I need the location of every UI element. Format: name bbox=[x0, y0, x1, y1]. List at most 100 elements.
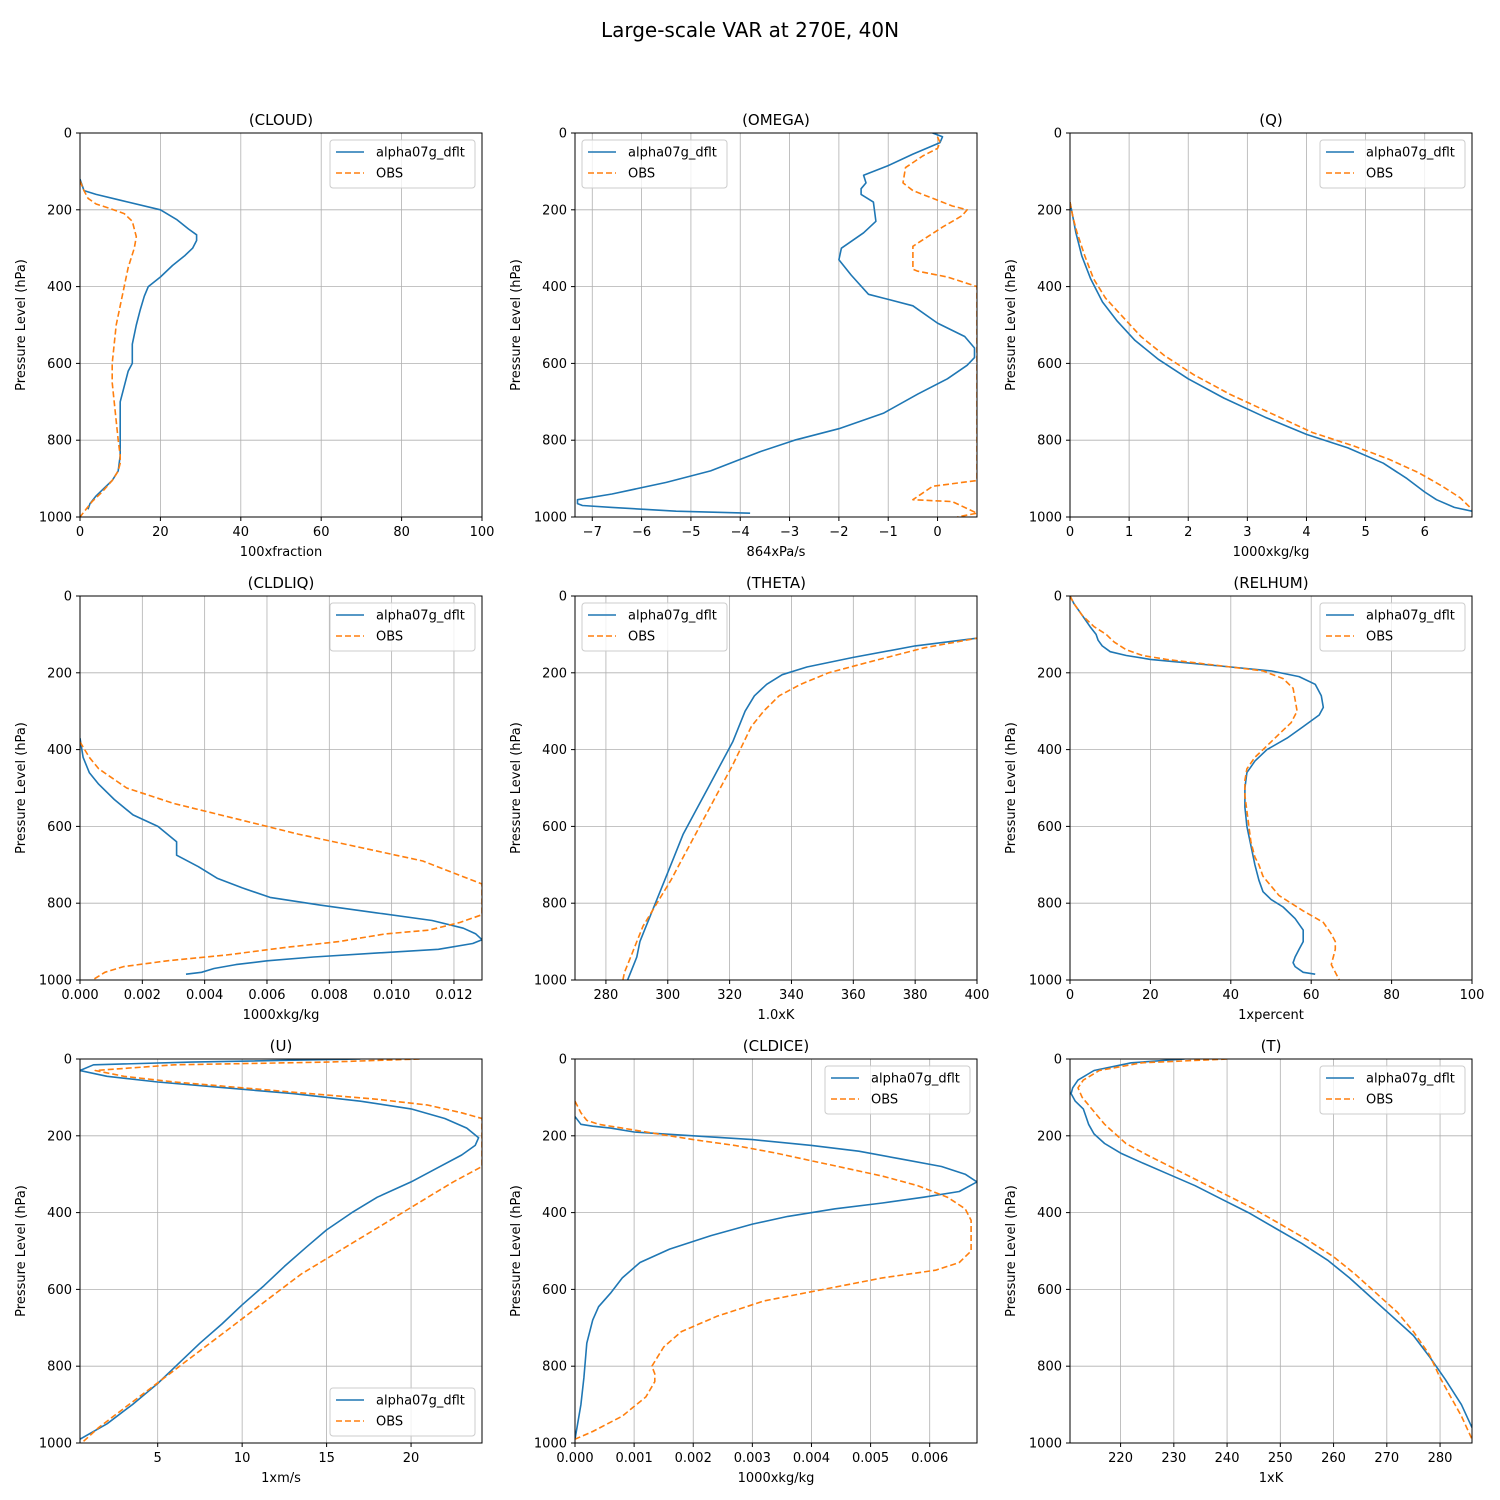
y-tick-label: 1000 bbox=[534, 974, 567, 989]
x-tick-label: 0.012 bbox=[435, 988, 472, 1003]
y-tick-label: 200 bbox=[47, 666, 72, 681]
x-tick-label: 2 bbox=[1184, 525, 1192, 540]
x-tick-label: 0.008 bbox=[311, 988, 348, 1003]
panel-title: (T) bbox=[1261, 1037, 1282, 1055]
legend-box bbox=[329, 602, 476, 652]
panel-u: 5 10 15 2002004006008001000(U)1xm/sPressure… bbox=[14, 1037, 483, 1486]
x-tick-label: −6 bbox=[632, 525, 651, 540]
x-tick-label: 100 bbox=[470, 525, 495, 540]
legend: alpha07g_dflt OBS bbox=[329, 602, 476, 652]
y-tick-label: 200 bbox=[1037, 203, 1062, 218]
legend: alpha07g_dflt OBS bbox=[1319, 602, 1466, 652]
y-axis-label: Pressure Level (hPa) bbox=[14, 1185, 29, 1317]
obs-line bbox=[575, 1100, 972, 1440]
series-lines bbox=[80, 1059, 482, 1443]
panel-omega: −7 −6 −5 −4 −3 −2 −1 0 0 200 400 600 800 1000 (OMEGA) 8… bbox=[509, 111, 978, 560]
y-tick-label: 800 bbox=[1037, 897, 1062, 912]
y-tick-label: 800 bbox=[542, 434, 567, 449]
y-tick-label: 400 bbox=[1037, 280, 1062, 295]
series-lines bbox=[576, 133, 977, 517]
y-tick-label: 800 bbox=[1037, 434, 1062, 449]
panel-cloud: 0 20 40 60 80 10002004006008001000(CLOUD)100x… bbox=[14, 111, 494, 560]
x-axis-label: 1000xkg/kg bbox=[738, 1471, 815, 1486]
model-line bbox=[576, 133, 976, 514]
y-tick-label: 600 bbox=[1037, 1283, 1062, 1298]
model-line bbox=[1070, 1059, 1472, 1428]
legend-label: OBS bbox=[628, 167, 655, 182]
x-tick-label: 380 bbox=[903, 988, 928, 1003]
y-tick-label: 1000 bbox=[39, 974, 72, 989]
y-tick-label: 200 bbox=[542, 666, 567, 681]
y-tick-label: 200 bbox=[1037, 666, 1062, 681]
y-tick-label: 1000 bbox=[1029, 511, 1062, 526]
x-tick-label: 280 bbox=[1428, 1451, 1453, 1466]
model-line bbox=[626, 637, 977, 980]
x-tick-label: 15 bbox=[318, 1451, 335, 1466]
y-tick-label: 600 bbox=[542, 357, 567, 372]
y-tick-label: 200 bbox=[47, 1129, 72, 1144]
y-tick-label: 400 bbox=[47, 1206, 72, 1221]
legend-label: alpha07g_dflt bbox=[871, 1072, 960, 1087]
y-tick-label: 0 bbox=[559, 590, 567, 605]
panel-relhum: 0 20 40 60 80 10002004006008001000(RELHUM)1xp… bbox=[1004, 574, 1484, 1023]
panel-cldliq: 0.000 0.002 0.004 0.006 0.008 0.010 0.012 0 200 4… bbox=[14, 574, 483, 1023]
y-tick-label: 0 bbox=[1054, 127, 1062, 142]
y-axis-label: Pressure Level (hPa) bbox=[1004, 1185, 1019, 1317]
y-axis-label: Pressure Level (hPa) bbox=[509, 259, 524, 391]
y-tick-label: 1000 bbox=[534, 1437, 567, 1452]
legend-label: alpha07g_dflt bbox=[628, 146, 717, 161]
x-tick-label: 40 bbox=[233, 525, 250, 540]
x-tick-label: 0.010 bbox=[373, 988, 410, 1003]
y-tick-label: 600 bbox=[47, 1283, 72, 1298]
x-tick-label: 0.004 bbox=[793, 1451, 830, 1466]
legend-box bbox=[1319, 139, 1466, 189]
x-tick-label: 0.004 bbox=[186, 988, 223, 1003]
x-axis-label: 1xK bbox=[1259, 1471, 1284, 1486]
y-tick-label: 600 bbox=[1037, 820, 1062, 835]
x-axis-label: 864xPa/s bbox=[747, 545, 806, 560]
plot-frame bbox=[79, 1058, 483, 1444]
x-tick-label: 320 bbox=[717, 988, 742, 1003]
model-line bbox=[575, 1116, 977, 1440]
panel-title: (OMEGA) bbox=[742, 111, 810, 129]
legend: alpha07g_dflt OBS bbox=[581, 602, 728, 652]
legend-box bbox=[581, 602, 728, 652]
x-tick-label: 0.000 bbox=[556, 1451, 593, 1466]
x-tick-label: 80 bbox=[1383, 988, 1400, 1003]
y-tick-label: 600 bbox=[542, 1283, 567, 1298]
legend-box bbox=[824, 1065, 971, 1115]
model-line bbox=[80, 1059, 480, 1440]
y-tick-label: 0 bbox=[64, 1053, 72, 1068]
y-axis-label: Pressure Level (hPa) bbox=[509, 1185, 524, 1317]
y-tick-label: 600 bbox=[47, 357, 72, 372]
y-tick-label: 800 bbox=[47, 1360, 72, 1375]
x-axis-label: 1000xkg/kg bbox=[243, 1008, 320, 1023]
plot-frame bbox=[574, 1058, 978, 1444]
y-tick-label: 800 bbox=[542, 1360, 567, 1375]
panel-t: 220 230 240 250 260 270 280 0 200 400 600 800 1000 (T… bbox=[1004, 1037, 1473, 1486]
legend-label: alpha07g_dflt bbox=[376, 146, 465, 161]
x-tick-label: 0.006 bbox=[248, 988, 285, 1003]
panel-grid: 0 20 40 60 80 10002004006008001000(CLOUD)100x… bbox=[14, 111, 1484, 1486]
series-lines bbox=[80, 737, 482, 980]
y-tick-label: 600 bbox=[47, 820, 72, 835]
legend-box bbox=[581, 139, 728, 189]
legend-box bbox=[1319, 602, 1466, 652]
y-axis-label: Pressure Level (hPa) bbox=[14, 259, 29, 391]
x-axis-label: 1xm/s bbox=[261, 1471, 301, 1486]
x-tick-label: 80 bbox=[393, 525, 410, 540]
x-tick-label: 3 bbox=[1243, 525, 1251, 540]
x-tick-label: 0.003 bbox=[734, 1451, 771, 1466]
x-tick-label: 0.000 bbox=[61, 988, 98, 1003]
plot-frame bbox=[1069, 595, 1473, 981]
plot-frame bbox=[79, 132, 483, 518]
legend-label: alpha07g_dflt bbox=[1366, 146, 1455, 161]
y-tick-label: 400 bbox=[1037, 1206, 1062, 1221]
panel-q: 0 1 2 3 4 5 6 0 200 400 600 800 1000 (Q) 1000xkg/kg Pre… bbox=[1004, 111, 1473, 560]
series-lines bbox=[80, 178, 198, 517]
x-tick-label: 240 bbox=[1215, 1451, 1240, 1466]
x-tick-label: 40 bbox=[1223, 988, 1240, 1003]
y-tick-label: 0 bbox=[1054, 590, 1062, 605]
y-tick-label: 400 bbox=[1037, 743, 1062, 758]
x-tick-label: 20 bbox=[403, 1451, 420, 1466]
